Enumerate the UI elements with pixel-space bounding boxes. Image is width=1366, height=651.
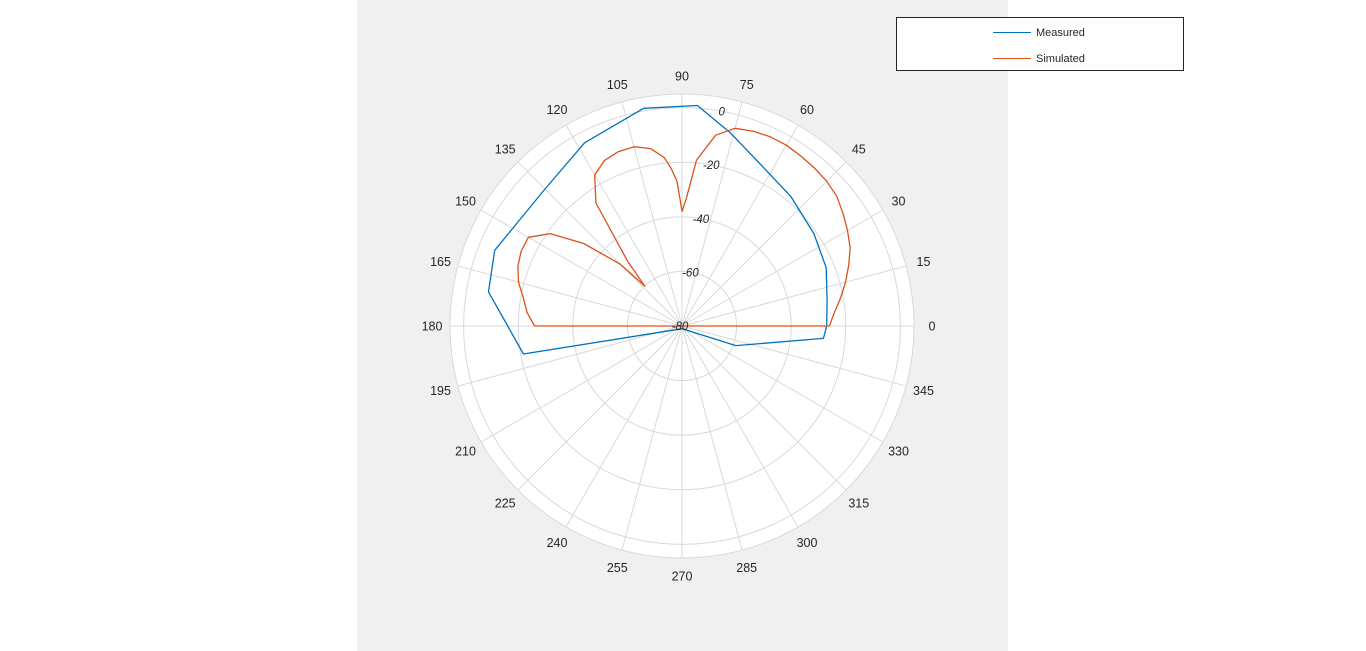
r-tick-label: -80: [672, 321, 689, 333]
theta-grid-line: [621, 325, 683, 551]
polar-grid: [449, 93, 915, 559]
legend-label: Measured: [1036, 27, 1085, 39]
theta-grid-line: [681, 209, 884, 327]
theta-tick-label: 240: [547, 536, 568, 550]
tick-labels: 0 15 30 45 60 75 90 105 120 135 150 165 180 195 210 225…: [422, 70, 936, 584]
legend-swatch: [993, 32, 1031, 33]
series-line-simulated: [517, 127, 851, 327]
legend-entry-measured: Measured: [993, 25, 1173, 41]
theta-grid-line: [480, 325, 683, 443]
theta-grid-line: [621, 101, 683, 327]
theta-tick-label: 30: [892, 195, 906, 209]
theta-grid-line: [681, 325, 799, 528]
theta-tick-label: 225: [495, 496, 516, 510]
theta-tick-label: 180: [422, 320, 443, 334]
theta-grid-line: [681, 325, 884, 443]
theta-tick-label: 330: [888, 445, 909, 459]
theta-tick-label: 195: [430, 384, 451, 398]
theta-grid-line: [681, 265, 907, 327]
theta-grid-line: [681, 325, 907, 387]
theta-tick-label: 345: [913, 384, 934, 398]
series-layer: [487, 104, 851, 355]
theta-tick-label: 0: [929, 320, 936, 334]
theta-tick-label: 270: [672, 570, 693, 584]
r-tick-label: -40: [693, 214, 710, 226]
legend-swatch: [993, 58, 1031, 59]
legend-entry-simulated: Simulated: [993, 51, 1173, 67]
legend: Measured Simulated: [896, 17, 1184, 71]
r-tick-label: -20: [703, 160, 720, 172]
theta-tick-label: 15: [917, 255, 931, 269]
theta-grid-line: [517, 325, 683, 491]
theta-grid-line: [681, 161, 847, 327]
theta-tick-label: 90: [675, 70, 689, 84]
theta-tick-label: 105: [607, 78, 628, 92]
theta-tick-label: 120: [547, 103, 568, 117]
r-tick-label: -60: [682, 267, 699, 279]
theta-grid-line: [565, 124, 683, 327]
theta-grid-line: [457, 265, 683, 327]
theta-tick-label: 255: [607, 561, 628, 575]
theta-tick-label: 60: [800, 103, 814, 117]
theta-tick-label: 285: [736, 561, 757, 575]
theta-tick-label: 210: [455, 445, 476, 459]
theta-tick-label: 300: [797, 536, 818, 550]
r-tick-label: 0: [718, 107, 725, 119]
theta-tick-label: 75: [740, 78, 754, 92]
theta-grid-line: [681, 325, 743, 551]
theta-tick-label: 45: [852, 143, 866, 157]
theta-grid-line: [480, 209, 683, 327]
theta-tick-label: 150: [455, 195, 476, 209]
theta-grid-line: [457, 325, 683, 387]
theta-tick-label: 315: [848, 496, 869, 510]
theta-tick-label: 165: [430, 255, 451, 269]
theta-grid-line: [681, 124, 799, 327]
legend-label: Simulated: [1036, 53, 1085, 65]
theta-tick-label: 135: [495, 143, 516, 157]
theta-grid-line: [681, 101, 743, 327]
theta-grid-line: [565, 325, 683, 528]
series-line-measured: [487, 104, 828, 355]
theta-grid-line: [681, 325, 847, 491]
